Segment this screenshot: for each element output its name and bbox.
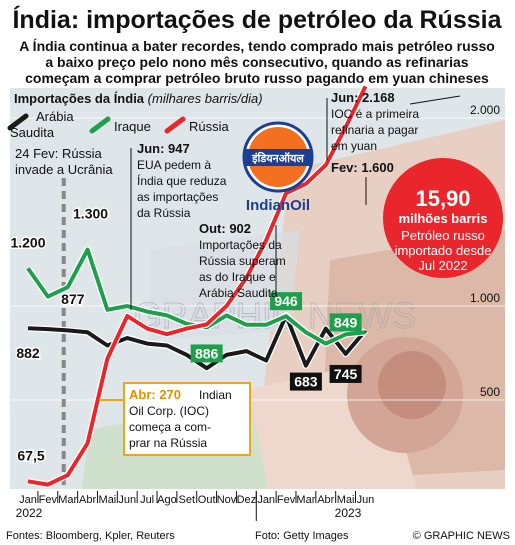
data-label: 946 (274, 293, 298, 309)
subtitle-line-1: A Índia continua a bater recordes, tendo… (19, 38, 495, 54)
x-tick-label: Set (179, 494, 196, 506)
annotation-feb23: Fev: 1.600 (331, 160, 394, 175)
x-tick-label: Out (198, 494, 216, 506)
annotation-april-line-2: Oil Corp. (IOC) (129, 404, 209, 418)
data-label: 886 (195, 345, 219, 361)
logo-hindi-text: इंडियनऑयल (251, 151, 304, 165)
data-label: 882 (16, 345, 40, 361)
annotation-invasion-line-2: invade a Ucrânia (15, 162, 113, 177)
subtitle-line-3: começam a comprar petróleo bruto russo p… (25, 70, 489, 86)
april-annotation-box (123, 382, 251, 456)
data-label-box (190, 344, 223, 363)
annotation-june-line-3: as importações (137, 190, 218, 204)
legend-swatch-russia (164, 116, 186, 134)
x-tick-label: Abr (317, 494, 334, 506)
logo-brand-text: IndianOil (246, 197, 310, 214)
annotation-april-line-3: começa a com- (129, 420, 211, 434)
y-tick-label: 500 (480, 385, 500, 399)
annotation-invasion: 24 Fev: Rússia invade a Ucrânia (15, 146, 113, 177)
x-tick-label: Mar (296, 494, 315, 506)
data-label-box (329, 313, 362, 332)
annotation-oct-line-2: Rússia superam (199, 254, 286, 268)
x-tick-label: Jan (19, 494, 37, 506)
y-tick-label: 1.000 (470, 291, 500, 305)
data-label: 877 (61, 291, 85, 307)
annotation-oct-title: Out: 902 (199, 221, 251, 236)
x-tick-label: Jan (257, 494, 275, 506)
x-tick-label: Ago (157, 494, 177, 506)
callout-unit: milhões barris (399, 211, 488, 226)
annotation-invasion-line-1: 24 Fev: Rússia (15, 146, 102, 161)
x-tick-label: Jun (118, 494, 136, 506)
chart-title: Importações da Índia (milhares barris/di… (14, 91, 263, 106)
callout-text-2: importado desde (395, 243, 492, 258)
annotation-june-title: Jun: 947 (137, 141, 190, 156)
annotation-october: Out: 902 Importações da Rússia superam a… (199, 221, 289, 300)
x-tick-label: Fev (39, 494, 58, 506)
year-label-2023: 2023 (335, 506, 362, 520)
series-line-russia (27, 85, 368, 487)
footer-copyright: © GRAPHIC NEWS (413, 530, 510, 542)
total-imports-callout: 15,90 milhões barris Petróleo russo impo… (383, 158, 503, 278)
indianoil-logo: इंडियनऑयल IndianOil (242, 121, 314, 214)
annotation-jun23-line-3: em yuan (331, 139, 377, 153)
footer-sources: Fontes: Bloomberg, Kpler, Reuters (6, 530, 175, 542)
annotation-april-title: Abr: 270 (129, 387, 181, 402)
grid-layer: 500 1.000 2.000 (10, 103, 505, 401)
annotation-oct-line-4: Arábia Saudita (199, 286, 278, 300)
callout-value: 15,90 (415, 186, 470, 211)
x-tick-label: Fev (277, 494, 296, 506)
annotation-june-line-4: da Rússia (137, 206, 191, 220)
legend-label-russia: Rússia (189, 119, 230, 134)
legend-swatch-arabia (7, 113, 29, 131)
x-tick-label: Mai (337, 494, 355, 506)
x-axis: Jan Fev Mar Abr Mai Jun Jul Ago Set Out Nov Dez Jan F… (19, 491, 374, 521)
data-label-box (270, 292, 303, 311)
annotation-june-line-2: Índia que reduza (137, 173, 227, 188)
data-label-box (329, 364, 362, 383)
legend-label-iraque: Iraque (114, 119, 151, 134)
x-tick-label: Mai (99, 494, 117, 506)
data-label: 849 (334, 314, 358, 330)
callout-text-3: Jul 2022 (418, 258, 467, 273)
x-tick-label: Nov (217, 494, 237, 506)
subtitle-line-2: a baixo preço pelo nono mês consecutivo,… (45, 54, 468, 70)
annotation-june-line-1: EUA pedem à (137, 158, 211, 172)
yuan-banknote-photo (80, 120, 505, 500)
footer-photo-credit: Foto: Getty Images (255, 530, 349, 542)
data-label-box (289, 372, 322, 391)
y-tick-label: 2.000 (470, 103, 500, 117)
x-axis-strip (10, 489, 505, 521)
annotation-april: Abr: 270 Indian Oil Corp. (IOC) começa a… (129, 387, 235, 450)
year-label-2022: 2022 (16, 506, 43, 520)
x-tick-label: Jun (357, 494, 375, 506)
data-label: 745 (334, 366, 358, 382)
annotation-jun23-title: Jun: 2.168 (331, 90, 395, 105)
annotation-jun23: Jun: 2.168 IOC é a primeira refinaria a … (331, 90, 422, 153)
data-label: 67,5 (17, 447, 44, 463)
x-tick-label: Jul (140, 494, 154, 506)
data-label: 683 (294, 374, 318, 390)
legend-label-arabia-2: Saudita (10, 125, 55, 140)
annotation-oct-line-1: Importações da (199, 238, 282, 252)
callout-text-1: Petróleo russo (401, 228, 485, 243)
x-tick-label: Abr (79, 494, 96, 506)
annotation-june: Jun: 947 EUA pedem à Índia que reduza as… (137, 141, 230, 220)
annotation-oct-line-3: as do Iraque e (199, 270, 276, 284)
annotation-april-line-1: Indian (199, 388, 232, 402)
headline: Índia: importações de petróleo da Rússia (12, 5, 502, 34)
x-tick-label: Mar (58, 494, 77, 506)
annotation-jun23-line-2: refinaria a pagar (331, 123, 418, 137)
annotation-april-line-4: prar na Rússia (129, 436, 207, 450)
legend-label-arabia-1: Arábia (36, 109, 74, 124)
data-label: 1.200 (10, 234, 45, 250)
x-tick-label: Dez (237, 494, 257, 506)
annotation-jun23-line-1: IOC é a primeira (331, 107, 419, 121)
jun23-arrow (409, 95, 461, 105)
legend-swatch-iraque (89, 116, 111, 134)
data-label: 1.300 (73, 206, 108, 222)
